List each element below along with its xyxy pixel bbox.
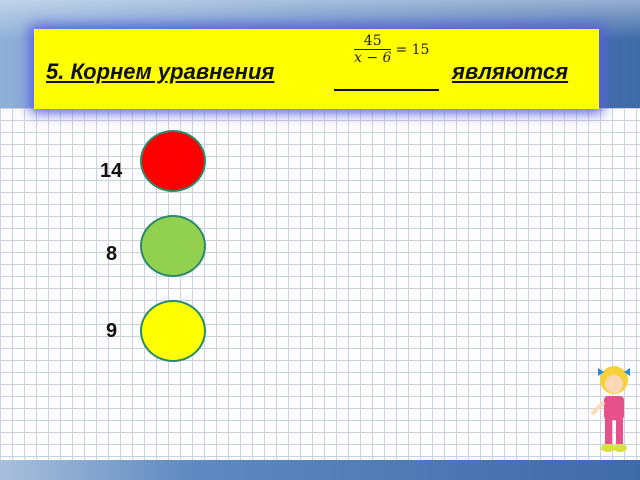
question-title-box: 5. Корнем уравнения 45 x − 6 = 15 являются xyxy=(34,29,599,109)
cartoon-girl-icon xyxy=(590,366,630,452)
question-title-end: являются xyxy=(452,59,569,84)
question-title: 5. Корнем уравнения xyxy=(46,59,275,84)
answer-button-8[interactable] xyxy=(140,215,206,277)
equation-rhs: = 15 xyxy=(395,41,430,58)
equation: 45 x − 6 = 15 xyxy=(354,33,429,66)
title-underline xyxy=(334,89,439,91)
equation-numerator: 45 xyxy=(354,33,392,50)
option-label-14: 14 xyxy=(100,160,123,182)
option-label-9: 9 xyxy=(106,320,118,342)
option-label-8: 8 xyxy=(106,243,118,265)
answer-button-14[interactable] xyxy=(140,130,206,192)
answer-button-9[interactable] xyxy=(140,300,206,362)
footer-banner xyxy=(0,460,640,480)
equation-denominator: x − 6 xyxy=(354,50,392,66)
